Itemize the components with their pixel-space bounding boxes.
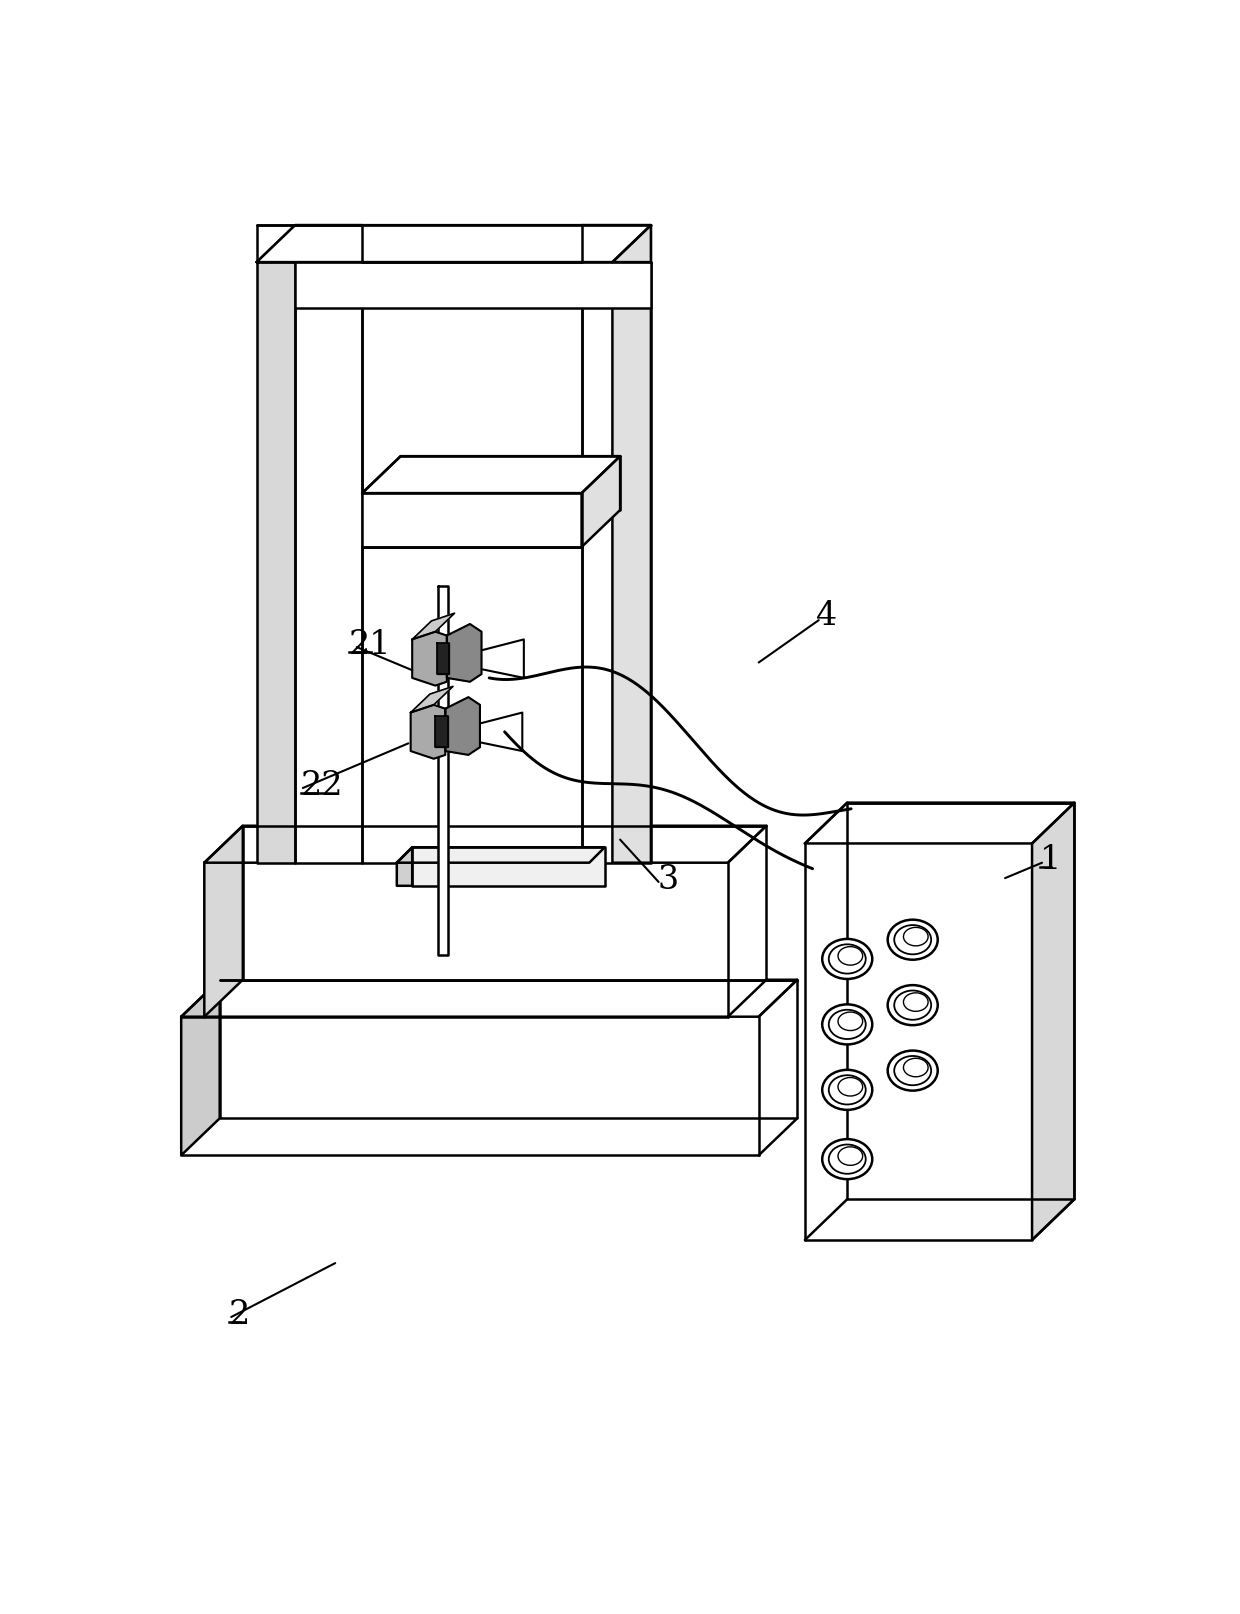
Polygon shape (613, 226, 651, 263)
Polygon shape (435, 717, 448, 747)
Polygon shape (410, 705, 445, 759)
Polygon shape (257, 226, 362, 263)
Polygon shape (446, 625, 481, 683)
Text: 4: 4 (816, 600, 837, 633)
Ellipse shape (822, 1070, 872, 1110)
Polygon shape (445, 697, 480, 755)
Polygon shape (397, 847, 412, 886)
Polygon shape (181, 980, 797, 1017)
Ellipse shape (888, 986, 937, 1025)
Polygon shape (219, 980, 797, 1119)
Ellipse shape (828, 1144, 866, 1173)
Polygon shape (243, 826, 766, 980)
Text: 2: 2 (229, 1298, 250, 1330)
Ellipse shape (828, 944, 866, 973)
Polygon shape (582, 457, 620, 547)
Polygon shape (613, 226, 651, 863)
Polygon shape (805, 804, 1074, 844)
Polygon shape (438, 586, 449, 955)
Polygon shape (362, 263, 582, 494)
Text: 22: 22 (300, 770, 343, 801)
Polygon shape (397, 847, 605, 863)
Polygon shape (257, 263, 295, 863)
Polygon shape (362, 547, 582, 863)
Text: 1: 1 (1040, 844, 1061, 876)
Polygon shape (410, 688, 453, 713)
Ellipse shape (888, 1051, 937, 1091)
Ellipse shape (894, 1056, 931, 1086)
Ellipse shape (888, 920, 937, 960)
Polygon shape (205, 826, 766, 863)
Polygon shape (257, 226, 651, 263)
Ellipse shape (822, 939, 872, 980)
Polygon shape (205, 826, 243, 1017)
Text: 3: 3 (657, 863, 678, 896)
Polygon shape (543, 226, 651, 263)
Polygon shape (412, 847, 605, 886)
Polygon shape (847, 804, 1074, 1199)
Polygon shape (362, 457, 620, 494)
Polygon shape (295, 263, 362, 863)
Polygon shape (412, 613, 455, 641)
Polygon shape (448, 713, 522, 752)
Ellipse shape (822, 1006, 872, 1044)
Polygon shape (412, 633, 446, 686)
Ellipse shape (822, 1139, 872, 1180)
Ellipse shape (828, 1075, 866, 1106)
Polygon shape (295, 263, 651, 310)
Polygon shape (1032, 804, 1074, 1240)
Polygon shape (449, 641, 523, 678)
Ellipse shape (894, 925, 931, 955)
Ellipse shape (828, 1010, 866, 1039)
Text: 21: 21 (350, 628, 392, 660)
Polygon shape (582, 263, 651, 863)
Polygon shape (181, 980, 219, 1156)
Polygon shape (362, 494, 582, 547)
Ellipse shape (894, 991, 931, 1020)
Polygon shape (436, 644, 449, 675)
